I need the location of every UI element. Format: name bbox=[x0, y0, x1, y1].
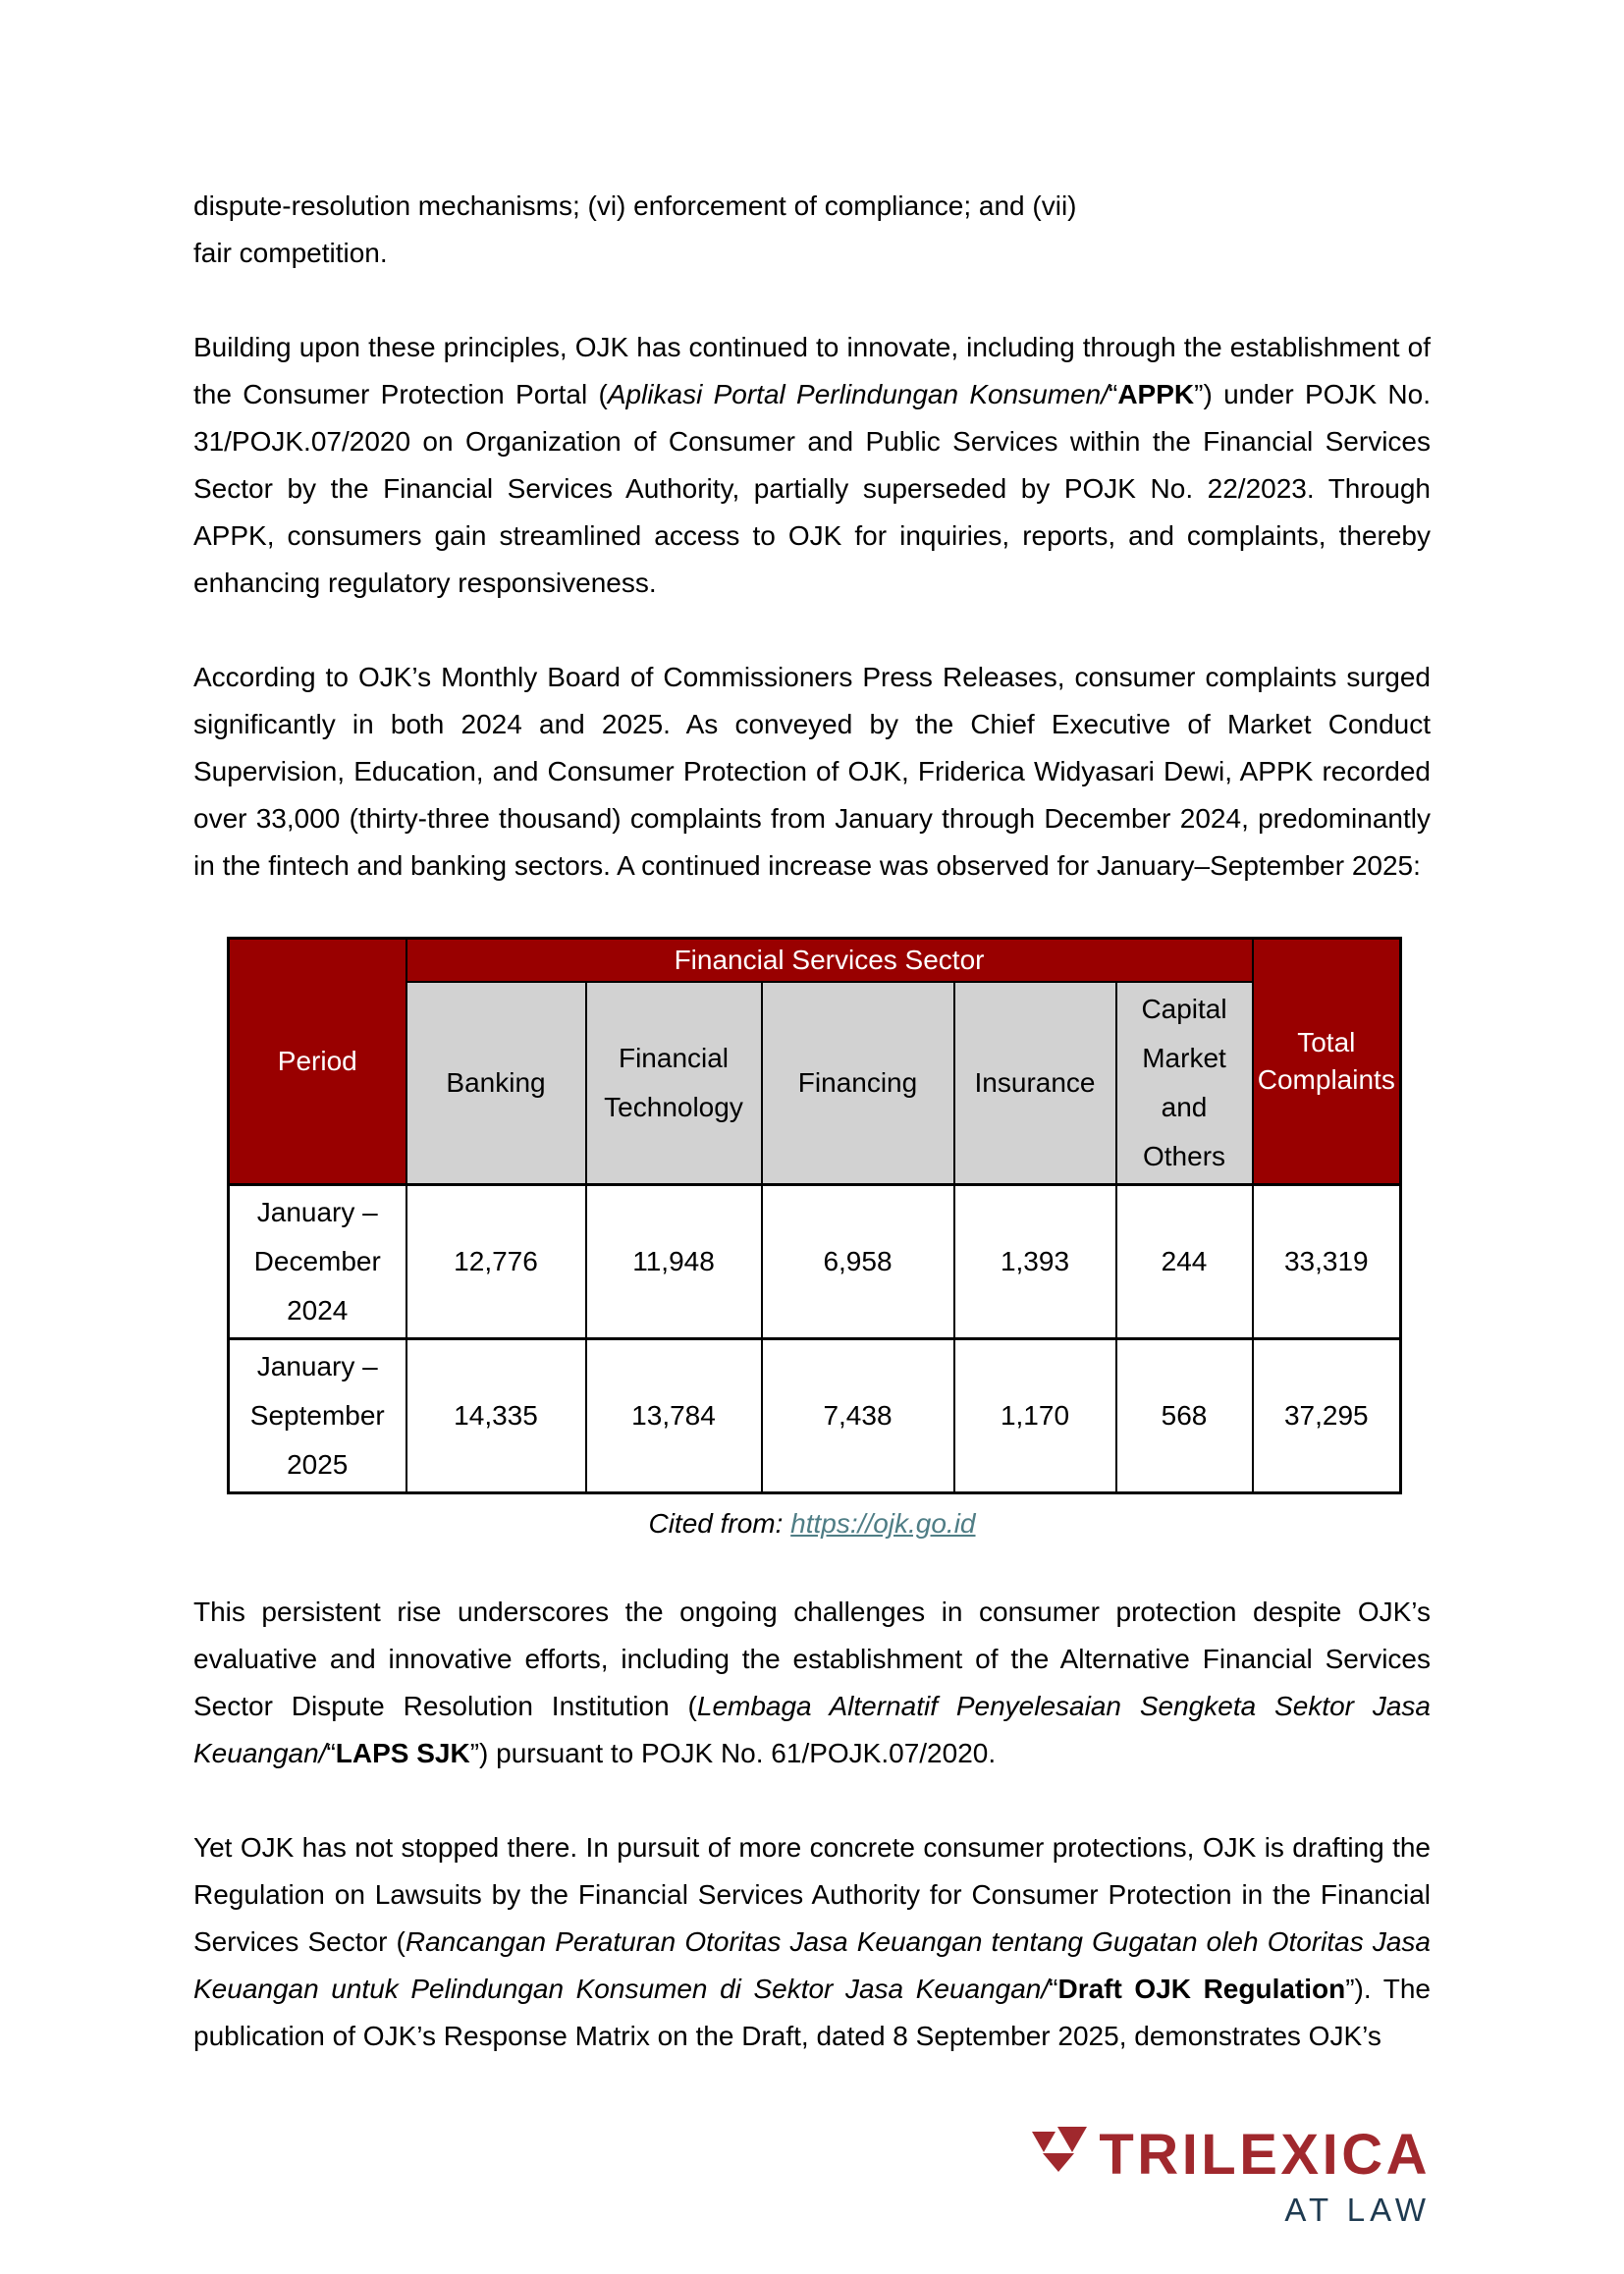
table-header-banking: Banking bbox=[405, 981, 587, 1186]
table-header-period: Period bbox=[227, 937, 407, 1186]
paragraph-appk: Building upon these principles, OJK has … bbox=[193, 332, 1431, 598]
table-cell: 11,948 bbox=[584, 1183, 763, 1340]
paragraph-line: fair competition. bbox=[193, 238, 388, 268]
document-content: dispute-resolution mechanisms; (vi) enfo… bbox=[193, 183, 1431, 2226]
table-cell: 7,438 bbox=[760, 1337, 955, 1494]
table-header-insurance: Insurance bbox=[952, 981, 1117, 1186]
paragraph-draft-regulation: Yet OJK has not stopped there. In pursui… bbox=[193, 1832, 1432, 2051]
trilexica-triangles-icon bbox=[1032, 2127, 1088, 2172]
table-header-financing: Financing bbox=[760, 981, 955, 1186]
trilexica-logo: TRILEXICA AT LAW bbox=[193, 2127, 1431, 2226]
table-row-2024: January – December 2024 12,776 11,948 6,… bbox=[227, 1183, 1402, 1340]
table-cell-total: 37,295 bbox=[1251, 1337, 1402, 1494]
table-header-total: Total Complaints bbox=[1251, 937, 1402, 1186]
table-cell: 6,958 bbox=[760, 1183, 955, 1340]
logo-wordmark: TRILEXICA bbox=[1099, 2123, 1431, 2187]
table-cell-total: 33,319 bbox=[1251, 1183, 1402, 1340]
table-cell: 1,393 bbox=[952, 1183, 1117, 1340]
complaints-table: Period Financial Services Sector Total C… bbox=[227, 937, 1403, 1494]
period-cell: January – December 2024 bbox=[227, 1183, 407, 1340]
table-source-caption: Cited from: https://ojk.go.id bbox=[193, 1500, 1431, 1547]
paragraph-laps-sjk: This persistent rise underscores the ong… bbox=[193, 1597, 1432, 1768]
table-header-sector: Financial Services Sector bbox=[405, 937, 1254, 983]
table-cell: 12,776 bbox=[405, 1183, 587, 1340]
source-link[interactable]: https://ojk.go.id bbox=[790, 1508, 976, 1539]
table-cell: 568 bbox=[1114, 1337, 1254, 1494]
complaints-table-wrapper: Period Financial Services Sector Total C… bbox=[227, 937, 1431, 1494]
period-cell: January – September 2025 bbox=[227, 1337, 407, 1494]
paragraph-line: dispute-resolution mechanisms; (vi) enfo… bbox=[193, 190, 1077, 221]
table-cell: 244 bbox=[1114, 1183, 1254, 1340]
table-header-fintech: Financial Technology bbox=[584, 981, 763, 1186]
table-cell: 13,784 bbox=[584, 1337, 763, 1494]
table-cell: 14,335 bbox=[405, 1337, 587, 1494]
table-header-capital-market: Capital Market and Others bbox=[1114, 981, 1254, 1186]
caption-prefix: Cited from: bbox=[648, 1508, 791, 1539]
logo-tagline: AT LAW bbox=[1284, 2192, 1431, 2228]
logo-row: TRILEXICA bbox=[1031, 2127, 1431, 2184]
paragraph-continuation: dispute-resolution mechanisms; (vi) enfo… bbox=[193, 183, 1431, 277]
paragraph-complaints-surge: According to OJK’s Monthly Board of Comm… bbox=[193, 662, 1431, 881]
table-cell: 1,170 bbox=[952, 1337, 1117, 1494]
table-row-2025: January – September 2025 14,335 13,784 7… bbox=[227, 1337, 1402, 1494]
